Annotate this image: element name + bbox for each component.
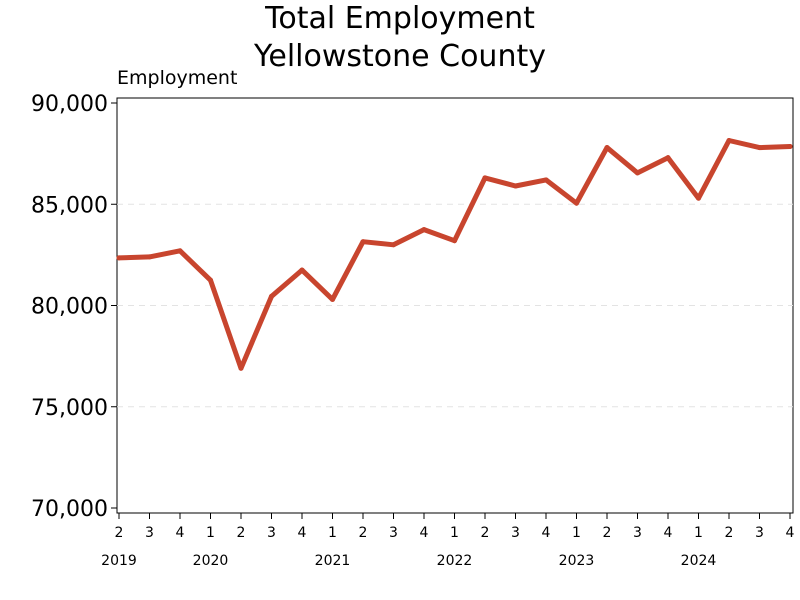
y-tick-label: 90,000	[31, 92, 108, 117]
x-tick-label: 4	[298, 525, 307, 541]
x-tick-label: 3	[755, 525, 764, 541]
data-point	[696, 195, 701, 201]
x-tick-label: 2	[725, 525, 734, 541]
y-axis-label: Employment	[117, 67, 238, 89]
x-tick-label: 4	[786, 525, 795, 541]
y-tick-label: 85,000	[31, 193, 108, 218]
x-tick-label: 3	[511, 525, 520, 541]
data-point	[726, 137, 732, 143]
x-tick-label: 2	[481, 525, 490, 541]
data-point	[208, 277, 213, 283]
y-tick-label: 75,000	[31, 396, 108, 421]
data-point	[543, 177, 549, 183]
x-tick-label: 2	[237, 525, 246, 541]
data-point	[787, 144, 793, 150]
x-tick-label: 1	[450, 525, 459, 541]
x-tick-label: 4	[542, 525, 551, 541]
x-year-label: 2022	[437, 553, 473, 569]
chart-subtitle: Yellowstone County	[254, 39, 546, 74]
x-tick-label: 1	[572, 525, 581, 541]
data-point	[452, 238, 457, 244]
x-tick-label: 2	[603, 525, 612, 541]
data-point	[482, 175, 488, 181]
x-tick-label: 1	[328, 525, 337, 541]
x-tick-label: 3	[267, 525, 276, 541]
x-year-label: 2021	[315, 553, 351, 569]
data-point	[604, 145, 610, 151]
x-year-label: 2019	[101, 553, 137, 569]
data-point	[757, 145, 762, 151]
x-year-label: 2023	[559, 553, 595, 569]
x-tick-label: 1	[206, 525, 215, 541]
x-tick-label: 3	[145, 525, 154, 541]
data-point	[116, 255, 122, 261]
x-tick-label: 4	[664, 525, 673, 541]
x-tick-label: 2	[115, 525, 124, 541]
data-point	[177, 248, 183, 254]
data-point	[330, 296, 335, 302]
data-point	[238, 365, 244, 371]
chart-title: Total Employment	[265, 1, 535, 36]
x-tick-label: 4	[420, 525, 429, 541]
data-point	[574, 200, 579, 206]
x-tick-label: 4	[176, 525, 185, 541]
data-point	[360, 239, 366, 245]
x-tick-label: 2	[359, 525, 368, 541]
y-tick-label: 70,000	[31, 497, 108, 522]
y-tick-label: 80,000	[31, 295, 108, 320]
data-point	[391, 242, 396, 248]
x-tick-label: 3	[633, 525, 642, 541]
x-tick-label: 3	[389, 525, 398, 541]
x-year-label: 2020	[193, 553, 229, 569]
data-point	[299, 267, 305, 273]
data-point	[269, 293, 274, 299]
data-point	[665, 155, 671, 161]
x-year-label: 2024	[681, 553, 717, 569]
data-point	[147, 254, 152, 260]
x-tick-label: 1	[694, 525, 703, 541]
series-line	[116, 138, 793, 371]
data-point	[421, 227, 427, 233]
data-point	[635, 170, 640, 176]
data-point	[513, 183, 518, 189]
